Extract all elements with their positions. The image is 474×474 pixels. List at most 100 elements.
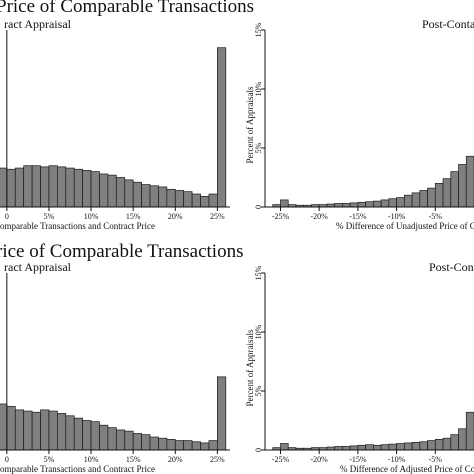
bottom-right-x-tick-label: -25% [272,455,290,464]
top-right-bar [349,202,359,208]
bottom-right-bar [427,440,436,451]
panel-subtitle-bottom-right: Post-Conta [429,260,474,274]
y-axis-label-top-right: Percent of Appraisals [245,86,255,163]
top-right-bar [396,197,405,208]
top-left-bar [191,193,201,208]
top-left-bar [183,191,193,208]
top-left-bar [14,167,25,208]
bottom-left-bar [183,440,193,451]
top-left-x-tick-label: 5% [44,212,55,221]
top-left-bar [174,190,185,208]
bottom-right-bar [396,443,405,451]
bottom-right-bar [458,428,467,451]
bottom-right-x-tick-label: -5% [429,455,443,464]
top-right-y-tick-label: 15% [254,22,263,37]
top-left-x-tick-label: 10% [84,212,99,221]
bottom-right-bar [419,441,428,451]
top-right-x-tick-label: -25% [272,212,290,221]
top-right-bar [427,187,436,208]
top-left-bar [149,185,159,208]
bottom-right-bar [403,442,413,451]
top-left-bar [23,165,33,208]
bottom-right-x-tick-label: -10% [388,455,406,464]
panel-subtitle-top-left: ract Appraisal [4,17,72,31]
top-left-bar [200,196,210,208]
bottom-right-bar [434,439,444,451]
top-right-x-tick-label: -20% [311,212,329,221]
top-right-bar [458,164,467,208]
bottom-left-bar [82,420,92,451]
top-left-bar [166,188,176,208]
bottom-left-x-tick-label: 20% [168,455,183,464]
bottom-left-bar [107,427,117,451]
panel-subtitle-bottom-left: ract Appraisal [4,260,72,274]
bottom-left-bar [65,415,75,451]
bottom-left-bar [23,410,33,451]
y-axis-label-bottom-right: Percent of Appraisals [245,329,255,406]
top-left-bar [132,181,142,208]
bottom-left-bar [217,376,227,451]
top-right-x-tick-label: -10% [388,212,406,221]
top-right-bar [342,203,351,208]
bottom-left-bar [99,424,109,451]
bottom-left-x-tick-label: 15% [126,455,141,464]
top-right-x-tick-label: -15% [349,212,367,221]
bottom-left-x-tick-label: 0 [5,455,9,464]
bottom-left-bar [57,413,67,451]
bottom-left-bar [14,409,25,451]
bottom-right-bar [334,446,343,451]
bottom-right-bar [388,443,397,451]
bottom-right-x-tick-label: -20% [311,455,329,464]
bottom-left-bar [208,440,218,451]
top-right-bar [411,192,421,208]
top-right-bar [380,199,390,208]
panel-title-bottom: rice of Comparable Transactions [0,241,243,262]
top-left-bar [73,168,83,208]
bottom-right-bar [380,444,390,451]
bottom-right-bar [411,441,421,451]
top-right-bar [465,155,474,208]
bottom-left-x-tick-label: 25% [210,455,225,464]
bottom-left-bar [158,437,168,451]
bottom-right-y-tick-label: 0 [254,448,263,452]
bottom-left-bar [200,442,210,451]
top-right-bar [450,171,459,208]
top-left-bar [99,173,109,208]
panel-subtitle-top-right: Post-Conta [422,17,474,31]
bottom-right-y-tick-label: 15% [254,265,263,280]
bottom-right-bar [349,445,359,451]
top-left-bar [90,171,100,208]
top-left-x-tick-label: 0 [5,212,9,221]
bottom-right-bar [342,446,351,451]
top-right-bar [280,199,289,208]
bottom-left-bar [73,417,83,451]
bottom-left-bar [132,433,142,451]
top-right-bar [419,190,428,208]
bottom-left-x-tick-label: 10% [84,455,99,464]
bottom-right-bar [442,437,452,451]
bottom-left-bar [90,421,100,451]
top-left-x-tick-label: 25% [210,212,225,221]
bottom-right-y-tick-label: 5% [254,385,263,396]
top-right-bar [357,201,366,208]
bottom-left-bar [115,429,126,451]
top-left-bar [217,47,227,208]
bottom-left-bar [149,436,159,451]
top-right-bar [365,201,374,208]
top-right-y-tick-label: 10% [254,81,263,96]
top-left-bar [57,166,67,208]
top-right-bar [334,203,343,208]
top-left-bar [115,177,126,208]
bottom-right-bar [450,434,459,451]
bottom-left-bar [191,441,201,451]
bottom-right-bar [280,443,289,451]
x-axis-label-top-right: % Difference of Unadjusted Price of C [336,221,474,231]
top-right-x-tick-label: -5% [429,212,443,221]
bottom-left-bar [31,411,41,451]
top-left-bar [141,184,151,208]
top-left-bar [107,174,117,208]
panel-title-top: Price of Comparable Transactions [0,0,254,17]
top-right-bar [434,183,444,208]
top-left-bar [208,193,218,208]
